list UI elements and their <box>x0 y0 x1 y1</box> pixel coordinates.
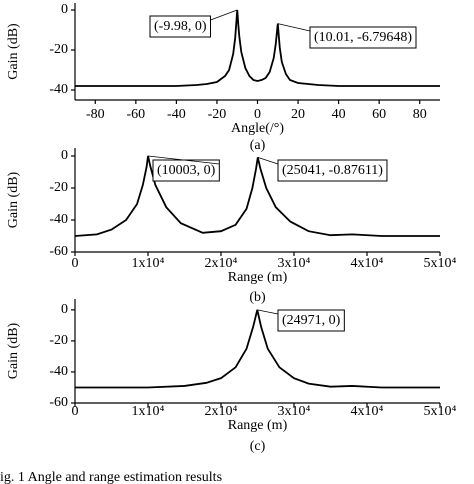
y-tick-label: -20 <box>49 333 68 348</box>
x-axis-label: Range (m) <box>228 270 288 285</box>
x-tick-label: 4x10⁴ <box>351 404 384 419</box>
y-axis-label: Gain (dB) <box>6 322 21 379</box>
panel-label: (b) <box>249 290 266 305</box>
annotation-box <box>277 309 345 332</box>
x-tick-label: 2x10⁴ <box>205 404 238 419</box>
annotation: (-9.98, 0) <box>154 19 207 34</box>
y-tick-label: -20 <box>49 180 68 195</box>
annotation-box <box>149 15 211 38</box>
y-tick-label: -40 <box>49 212 68 227</box>
x-tick-label: 20 <box>291 107 305 122</box>
x-axis-label: Angle(/°) <box>231 121 284 136</box>
caption: ig. 1 Angle and range estimation results <box>0 470 222 484</box>
y-tick-label: -40 <box>49 82 68 97</box>
x-tick-label: 40 <box>332 107 346 122</box>
x-tick-label: 3x10⁴ <box>278 256 311 271</box>
x-tick-label: -60 <box>126 107 145 122</box>
y-axis-label: Gain (dB) <box>6 23 21 80</box>
x-tick-label: 2x10⁴ <box>205 256 238 271</box>
x-tick-label: 0 <box>72 404 79 419</box>
x-tick-label: -20 <box>208 107 227 122</box>
leader-line <box>210 9 238 21</box>
x-tick-label: 60 <box>372 107 386 122</box>
annotation: (24971, 0) <box>282 313 341 328</box>
y-tick-label: 0 <box>61 148 68 163</box>
x-tick-label: 80 <box>413 107 427 122</box>
y-tick-label: -20 <box>49 42 68 57</box>
x-axis-label: Range (m) <box>228 418 288 433</box>
x-tick-label: 1x10⁴ <box>132 404 165 419</box>
x-tick-label: -40 <box>167 107 186 122</box>
leader-line <box>257 309 279 315</box>
x-tick-label: 0 <box>254 107 261 122</box>
x-tick-label: 5x10⁴ <box>424 404 457 419</box>
x-tick-label: 0 <box>72 256 79 271</box>
annotation-box <box>277 159 388 182</box>
panel-label: (a) <box>250 138 266 153</box>
annotation: (25041, -0.87611) <box>282 163 383 178</box>
x-tick-label: 4x10⁴ <box>351 256 384 271</box>
annotation: (10.01, -6.79648) <box>314 30 412 45</box>
line-series <box>75 9 440 87</box>
y-tick-label: 0 <box>61 2 68 17</box>
leader-line <box>147 155 220 165</box>
y-tick-label: -60 <box>49 244 68 259</box>
leader-line <box>277 23 311 32</box>
leader-line <box>257 157 279 165</box>
panel-label: (c) <box>250 439 266 454</box>
line-series <box>74 155 440 237</box>
x-tick-label: -80 <box>86 107 105 122</box>
line-series <box>75 309 440 389</box>
y-tick-label: 0 <box>61 302 68 317</box>
x-tick-label: 1x10⁴ <box>132 256 165 271</box>
y-axis-label: Gain (dB) <box>6 171 21 228</box>
x-tick-label: 5x10⁴ <box>424 256 457 271</box>
y-tick-label: -60 <box>49 395 68 410</box>
x-tick-label: 3x10⁴ <box>278 404 311 419</box>
annotation-box <box>309 26 417 49</box>
annotation: (10003, 0) <box>157 163 216 178</box>
y-tick-label: -40 <box>49 364 68 379</box>
